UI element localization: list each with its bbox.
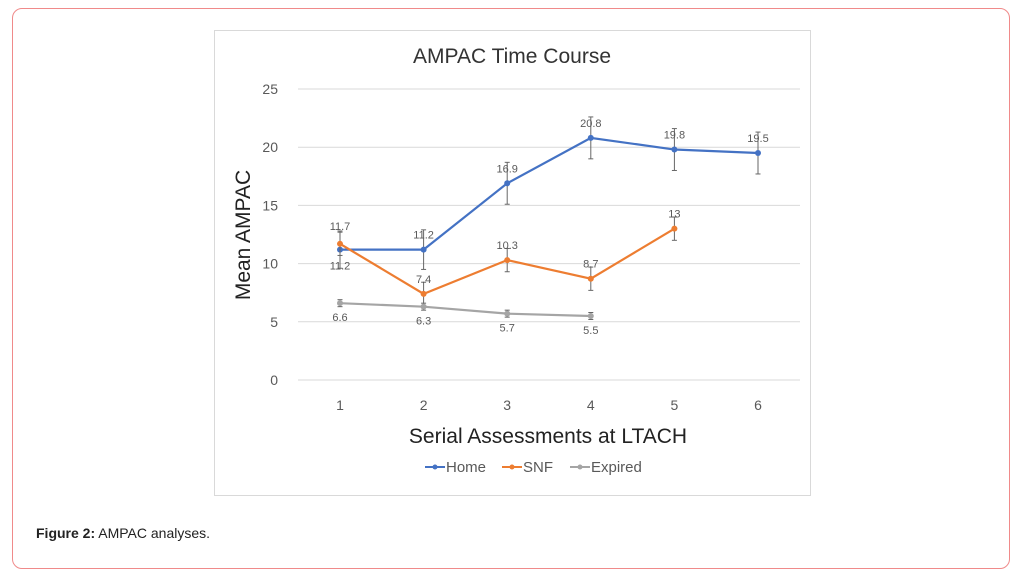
- legend-label-home: Home: [446, 459, 486, 476]
- caption-label: Figure 2:: [36, 525, 96, 541]
- data-label: 5.7: [500, 323, 515, 335]
- x-tick-label: 5: [671, 397, 679, 413]
- chart-title: AMPAC Time Course: [413, 45, 611, 68]
- data-label: 6.3: [416, 316, 431, 328]
- data-label: 13: [668, 209, 680, 221]
- data-point-home: [504, 180, 511, 187]
- data-point-snf: [337, 240, 343, 247]
- y-tick-label: 15: [262, 197, 278, 213]
- data-label: 11.7: [330, 221, 351, 233]
- data-label: 5.5: [583, 325, 598, 337]
- x-tick-label: 1: [336, 397, 344, 413]
- data-point-snf: [420, 290, 427, 297]
- data-point-snf: [671, 225, 678, 232]
- y-tick-label: 5: [270, 314, 278, 330]
- caption-text: AMPAC analyses.: [95, 525, 211, 541]
- data-point-home: [420, 246, 427, 253]
- legend-marker: [577, 464, 583, 470]
- chart-frame: [214, 30, 811, 496]
- data-point-expired: [420, 303, 427, 310]
- x-tick-label: 2: [420, 397, 428, 413]
- y-tick-label: 25: [262, 81, 278, 97]
- data-point-expired: [504, 310, 511, 317]
- y-tick-label: 10: [262, 256, 278, 272]
- data-label: 7.4: [416, 274, 431, 286]
- legend-marker: [432, 464, 438, 470]
- data-point-home: [755, 150, 761, 157]
- data-label: 8.7: [583, 259, 598, 271]
- data-label: 16.9: [496, 163, 517, 175]
- data-label: 11.2: [413, 230, 434, 242]
- data-label: 19.8: [664, 130, 685, 142]
- legend-label-expired: Expired: [591, 459, 642, 476]
- data-point-snf: [587, 275, 594, 282]
- data-label: 6.6: [332, 312, 347, 324]
- data-point-expired: [587, 312, 594, 319]
- series-line-home: [340, 136, 759, 251]
- data-label: 19.5: [747, 133, 768, 145]
- x-tick-label: 3: [503, 397, 511, 413]
- data-point-snf: [504, 257, 511, 264]
- x-axis-label: Serial Assessments at LTACH: [409, 425, 687, 448]
- y-tick-label: 0: [270, 372, 278, 388]
- legend-marker: [509, 464, 515, 470]
- data-point-home: [587, 134, 594, 141]
- y-axis-label: Mean AMPAC: [232, 170, 255, 300]
- data-label: 10.3: [496, 240, 517, 252]
- figure-card: [12, 8, 1010, 569]
- x-tick-label: 6: [754, 397, 762, 413]
- data-point-home: [671, 146, 678, 153]
- y-tick-label: 20: [262, 139, 278, 155]
- data-label: 11.2: [330, 261, 351, 273]
- data-point-expired: [337, 300, 343, 307]
- data-label: 20.8: [580, 118, 601, 130]
- x-tick-label: 4: [587, 397, 595, 413]
- series-line-expired: [339, 302, 591, 318]
- figure-caption: Figure 2: AMPAC analyses.: [36, 525, 210, 541]
- legend-label-snf: SNF: [523, 459, 553, 476]
